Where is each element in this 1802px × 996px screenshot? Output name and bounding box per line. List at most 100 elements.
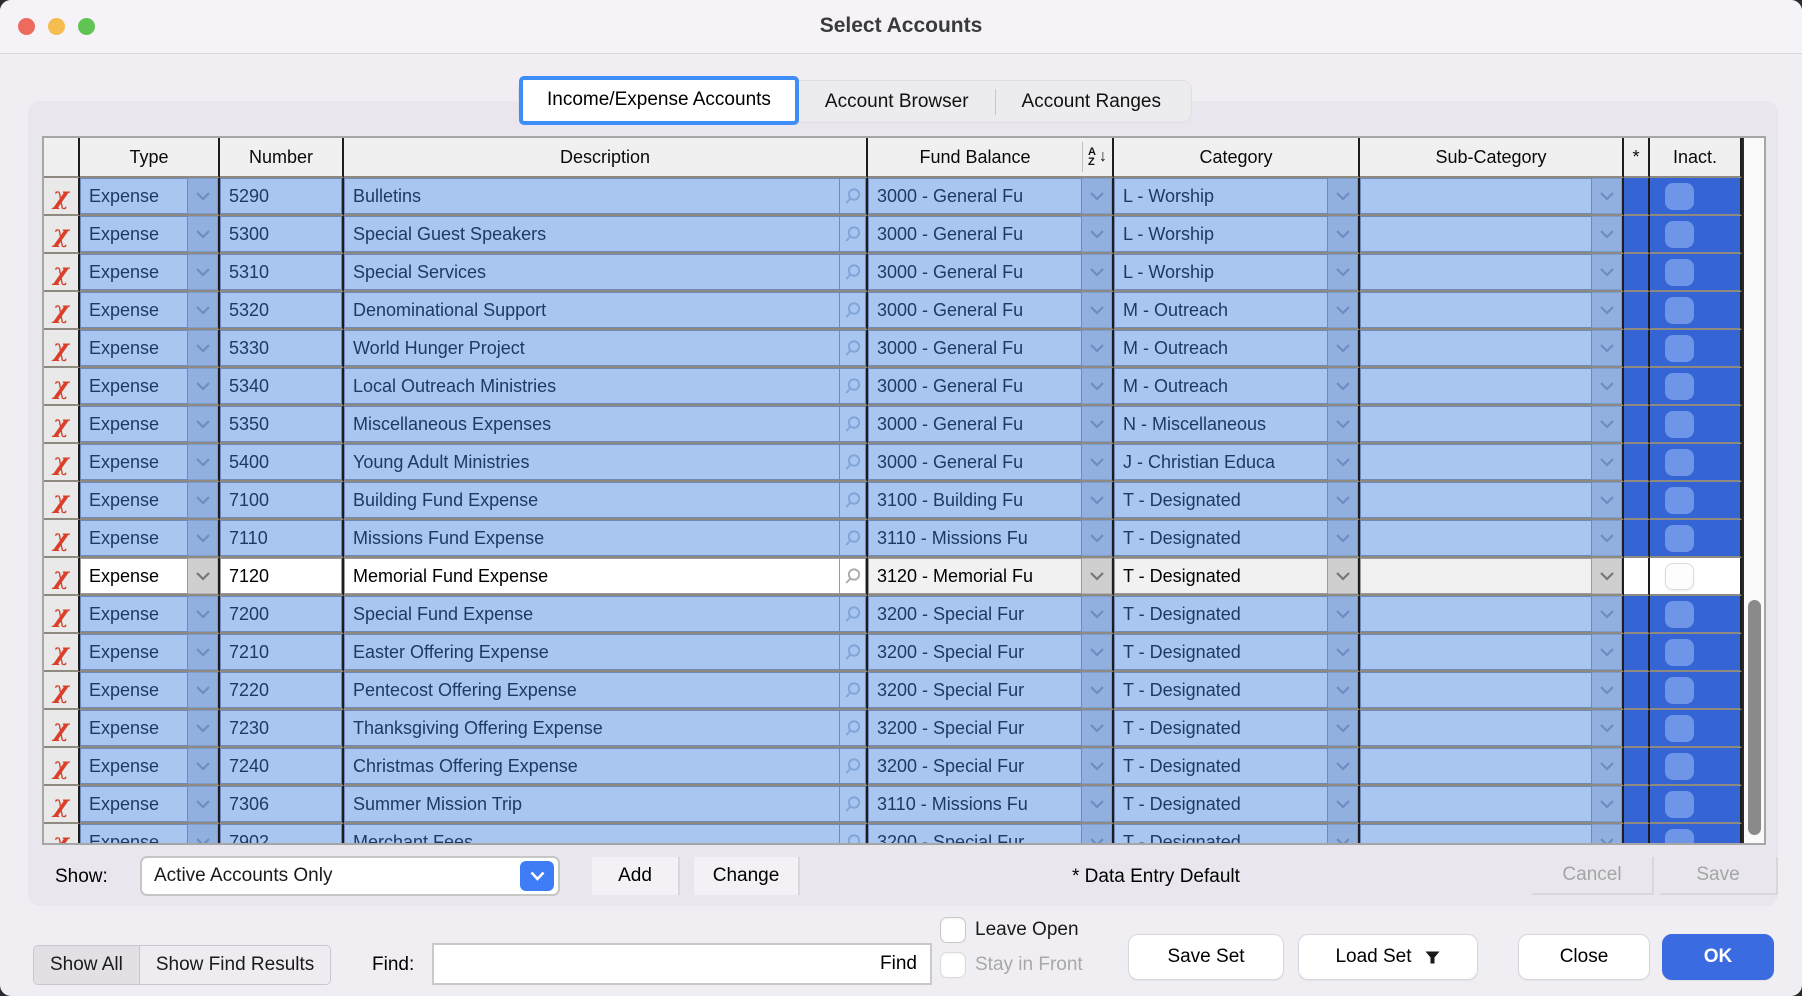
minimize-icon[interactable]	[48, 18, 65, 35]
chevron-down-icon[interactable]	[1082, 368, 1112, 404]
number-value[interactable]: 5300	[220, 216, 342, 252]
data-entry-default-cell[interactable]	[1624, 672, 1650, 710]
chevron-down-icon[interactable]	[188, 634, 218, 670]
data-entry-default-cell[interactable]	[1624, 444, 1650, 482]
chevron-down-icon[interactable]	[188, 710, 218, 746]
search-icon[interactable]	[840, 292, 866, 328]
search-icon[interactable]	[840, 178, 866, 214]
chevron-down-icon[interactable]	[1328, 292, 1358, 328]
delete-row-button[interactable]	[44, 254, 80, 292]
inactive-checkbox[interactable]	[1665, 448, 1694, 476]
inactive-checkbox[interactable]	[1665, 638, 1694, 666]
description-value[interactable]: Missions Fund Expense	[344, 520, 840, 556]
data-entry-default-cell[interactable]	[1624, 634, 1650, 672]
fund-balance-cell[interactable]: 3000 - General Fu	[868, 292, 1114, 330]
type-value[interactable]: Expense	[80, 520, 188, 556]
fund-balance-value[interactable]: 3120 - Memorial Fu	[868, 558, 1082, 594]
close-icon[interactable]	[18, 18, 35, 35]
inactive-cell[interactable]	[1650, 748, 1742, 786]
subcategory-cell[interactable]	[1360, 330, 1624, 368]
delete-row-button[interactable]	[44, 786, 80, 824]
inactive-checkbox[interactable]	[1665, 524, 1694, 552]
description-value[interactable]: Summer Mission Trip	[344, 786, 840, 822]
subcategory-value[interactable]	[1360, 330, 1592, 366]
ok-button[interactable]: OK	[1662, 934, 1774, 980]
delete-row-button[interactable]	[44, 634, 80, 672]
number-value[interactable]: 7200	[220, 596, 342, 632]
table-row[interactable]: Expense 7240 Christmas Offering Expense …	[44, 748, 1742, 786]
subcategory-cell[interactable]	[1360, 710, 1624, 748]
type-cell[interactable]: Expense	[80, 482, 220, 520]
subcategory-cell[interactable]	[1360, 444, 1624, 482]
category-cell[interactable]: T - Designated	[1114, 748, 1360, 786]
description-cell[interactable]: Easter Offering Expense	[344, 634, 868, 672]
chevron-down-icon[interactable]	[1592, 254, 1622, 290]
search-icon[interactable]	[840, 406, 866, 442]
number-cell[interactable]: 7902	[220, 824, 344, 843]
inactive-cell[interactable]	[1650, 634, 1742, 672]
fund-balance-value[interactable]: 3200 - Special Fur	[868, 748, 1082, 784]
type-value[interactable]: Expense	[80, 786, 188, 822]
chevron-down-icon[interactable]	[1082, 710, 1112, 746]
description-cell[interactable]: Special Services	[344, 254, 868, 292]
subcategory-value[interactable]	[1360, 216, 1592, 252]
chevron-down-icon[interactable]	[1592, 824, 1622, 843]
category-value[interactable]: T - Designated	[1114, 786, 1328, 822]
fund-balance-value[interactable]: 3000 - General Fu	[868, 368, 1082, 404]
data-entry-default-cell[interactable]	[1624, 406, 1650, 444]
search-icon[interactable]	[840, 520, 866, 556]
chevron-down-icon[interactable]	[1328, 786, 1358, 822]
tab-income-expense-accounts[interactable]: Income/Expense Accounts	[519, 75, 799, 125]
column-header-subcategory[interactable]: Sub-Category	[1360, 138, 1624, 178]
category-value[interactable]: T - Designated	[1114, 634, 1328, 670]
chevron-down-icon[interactable]	[1328, 596, 1358, 632]
find-button[interactable]: Find	[880, 953, 917, 974]
table-row[interactable]: Expense 5400 Young Adult Ministries 3000…	[44, 444, 1742, 482]
category-value[interactable]: L - Worship	[1114, 254, 1328, 290]
description-cell[interactable]: Bulletins	[344, 178, 868, 216]
description-value[interactable]: Memorial Fund Expense	[344, 558, 840, 594]
chevron-down-icon[interactable]	[1082, 216, 1112, 252]
search-icon[interactable]	[840, 672, 866, 708]
category-cell[interactable]: T - Designated	[1114, 786, 1360, 824]
type-value[interactable]: Expense	[80, 672, 188, 708]
type-cell[interactable]: Expense	[80, 254, 220, 292]
description-value[interactable]: Easter Offering Expense	[344, 634, 840, 670]
fund-balance-cell[interactable]: 3000 - General Fu	[868, 216, 1114, 254]
type-cell[interactable]: Expense	[80, 786, 220, 824]
chevron-down-icon[interactable]	[1328, 216, 1358, 252]
description-cell[interactable]: Denominational Support	[344, 292, 868, 330]
chevron-down-icon[interactable]	[1082, 824, 1112, 843]
chevron-down-icon[interactable]	[1082, 178, 1112, 214]
description-value[interactable]: Thanksgiving Offering Expense	[344, 710, 840, 746]
fund-balance-cell[interactable]: 3110 - Missions Fu	[868, 520, 1114, 558]
description-cell[interactable]: Thanksgiving Offering Expense	[344, 710, 868, 748]
inactive-checkbox[interactable]	[1665, 182, 1694, 210]
table-row[interactable]: Expense 5340 Local Outreach Ministries 3…	[44, 368, 1742, 406]
fund-balance-cell[interactable]: 3200 - Special Fur	[868, 748, 1114, 786]
chevron-down-icon[interactable]	[1328, 330, 1358, 366]
close-button[interactable]: Close	[1518, 934, 1650, 980]
description-value[interactable]: World Hunger Project	[344, 330, 840, 366]
inactive-cell[interactable]	[1650, 482, 1742, 520]
type-cell[interactable]: Expense	[80, 216, 220, 254]
chevron-down-icon[interactable]	[1082, 444, 1112, 480]
number-value[interactable]: 5330	[220, 330, 342, 366]
table-row[interactable]: Expense 5350 Miscellaneous Expenses 3000…	[44, 406, 1742, 444]
chevron-down-icon[interactable]	[1328, 710, 1358, 746]
subcategory-cell[interactable]	[1360, 178, 1624, 216]
delete-row-button[interactable]	[44, 216, 80, 254]
type-value[interactable]: Expense	[80, 254, 188, 290]
description-value[interactable]: Miscellaneous Expenses	[344, 406, 840, 442]
number-value[interactable]: 7120	[220, 558, 342, 594]
number-cell[interactable]: 7306	[220, 786, 344, 824]
subcategory-value[interactable]	[1360, 672, 1592, 708]
subcategory-cell[interactable]	[1360, 406, 1624, 444]
table-row[interactable]: Expense 7120 Memorial Fund Expense 3120 …	[44, 558, 1742, 596]
number-cell[interactable]: 5350	[220, 406, 344, 444]
zoom-icon[interactable]	[78, 18, 95, 35]
description-cell[interactable]: Young Adult Ministries	[344, 444, 868, 482]
number-cell[interactable]: 5310	[220, 254, 344, 292]
fund-balance-cell[interactable]: 3200 - Special Fur	[868, 824, 1114, 843]
vertical-scrollbar[interactable]	[1742, 138, 1764, 843]
